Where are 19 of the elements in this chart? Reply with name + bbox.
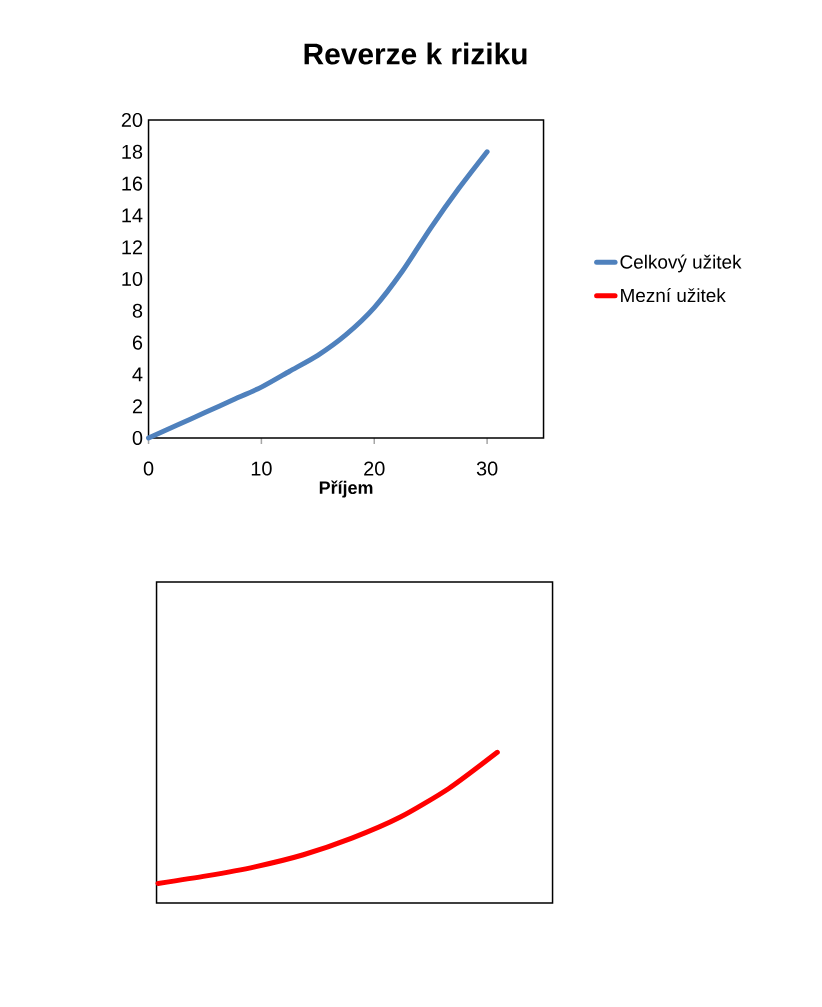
y-tick-label: 20 xyxy=(122,112,143,128)
legend-label: Celkový užitek xyxy=(620,254,742,273)
x-tick-label: 10 xyxy=(252,461,272,476)
x-tick-label: 30 xyxy=(477,461,498,476)
y-tick-label: 18 xyxy=(122,144,143,159)
y-tick-label: 8 xyxy=(133,303,143,318)
y-tick-label: 10 xyxy=(122,271,143,287)
x-tick-label: 20 xyxy=(364,461,385,476)
y-tick-label: 4 xyxy=(132,367,143,382)
y-tick-label: 2 xyxy=(133,399,143,414)
chart-title: Reverze k riziku xyxy=(304,42,527,65)
y-tick-label: 16 xyxy=(122,176,143,191)
y-tick-label: 0 xyxy=(132,430,143,446)
y-tick-label: 6 xyxy=(133,335,143,350)
y-tick-label: 14 xyxy=(122,208,143,223)
x-axis-title: Příjem xyxy=(320,480,373,498)
y-tick-label: 12 xyxy=(122,240,143,255)
x-tick-label: 0 xyxy=(144,461,154,476)
text: Mezní užitek xyxy=(621,287,727,303)
